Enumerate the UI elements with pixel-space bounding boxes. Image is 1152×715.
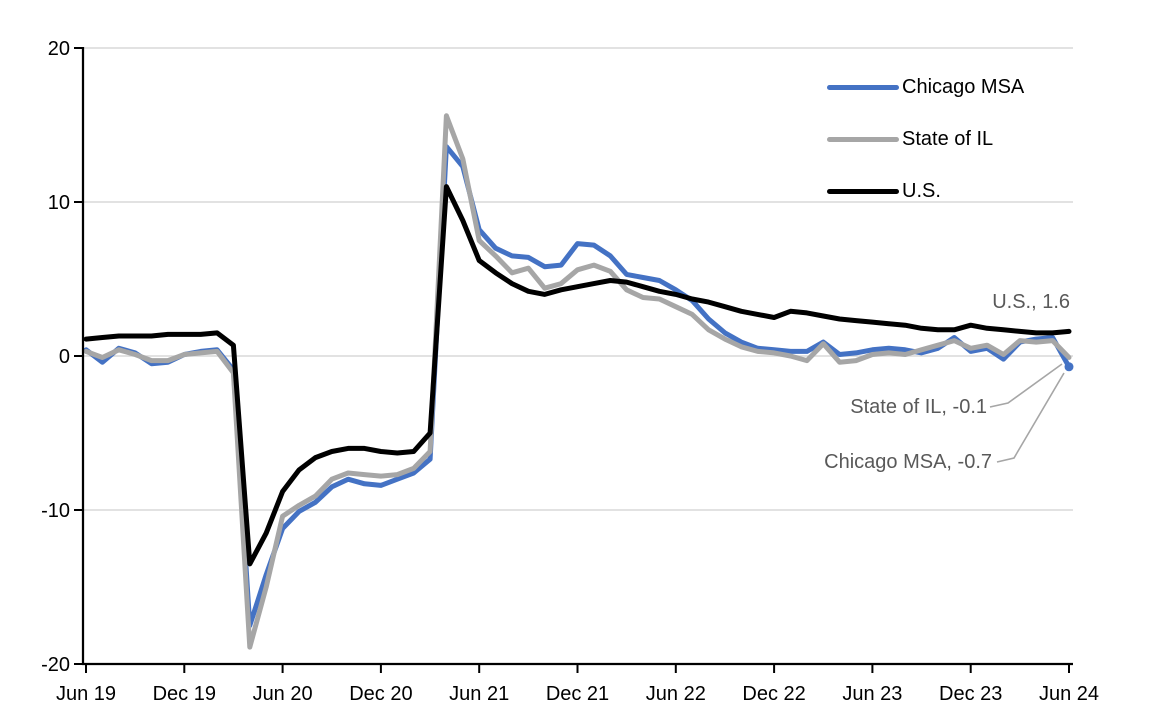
y-axis-tick-label: 10 [48,192,70,214]
x-axis-tick-label: Jun 23 [842,683,902,705]
legend-line-chicago-msa [827,84,899,90]
legend: Chicago MSA State of IL U.S. [827,61,1024,217]
legend-label-chicago-msa: Chicago MSA [902,75,1025,98]
x-axis-tick-label: Dec 20 [349,683,412,705]
leader-line-state-of-il [989,363,1063,408]
x-axis-tick-label: Jun 21 [449,683,509,705]
chicago-msa-endpoint-marker [1064,362,1074,372]
legend-line-us [827,188,899,194]
x-axis-tick-label: Dec 22 [742,683,805,705]
series-line-state-of-il [83,113,1072,650]
data-label-chicago-msa: Chicago MSA, -0.7 [824,451,992,473]
legend-item-us: U.S. [827,165,1024,217]
series-line-u-s- [83,184,1072,567]
data-label-state-of-il: State of IL, -0.1 [850,396,987,418]
leader-line-chicago-msa [996,372,1065,463]
data-label-us: U.S., 1.6 [992,291,1070,313]
x-axis-tick-label: Dec 21 [546,683,609,705]
y-axis-tick-label: -10 [41,500,70,522]
x-axis-tick-label: Dec 23 [939,683,1002,705]
x-axis-tick-label: Jun 19 [56,683,116,705]
legend-label-state-of-il: State of IL [902,127,994,150]
legend-line-state-of-il [827,136,899,142]
legend-item-chicago-msa: Chicago MSA [827,61,1024,113]
y-axis-tick-label: 20 [48,38,70,60]
legend-item-state-of-il: State of IL [827,113,1024,165]
x-axis-tick-label: Dec 19 [153,683,216,705]
legend-label-us: U.S. [902,179,941,202]
x-axis-tick-label: Jun 20 [253,683,313,705]
x-axis-tick-label: Jun 22 [646,683,706,705]
x-axis-tick-label: Jun 24 [1039,683,1099,705]
y-axis-tick-label: 0 [59,346,70,368]
y-axis-tick-label: -20 [41,654,70,676]
